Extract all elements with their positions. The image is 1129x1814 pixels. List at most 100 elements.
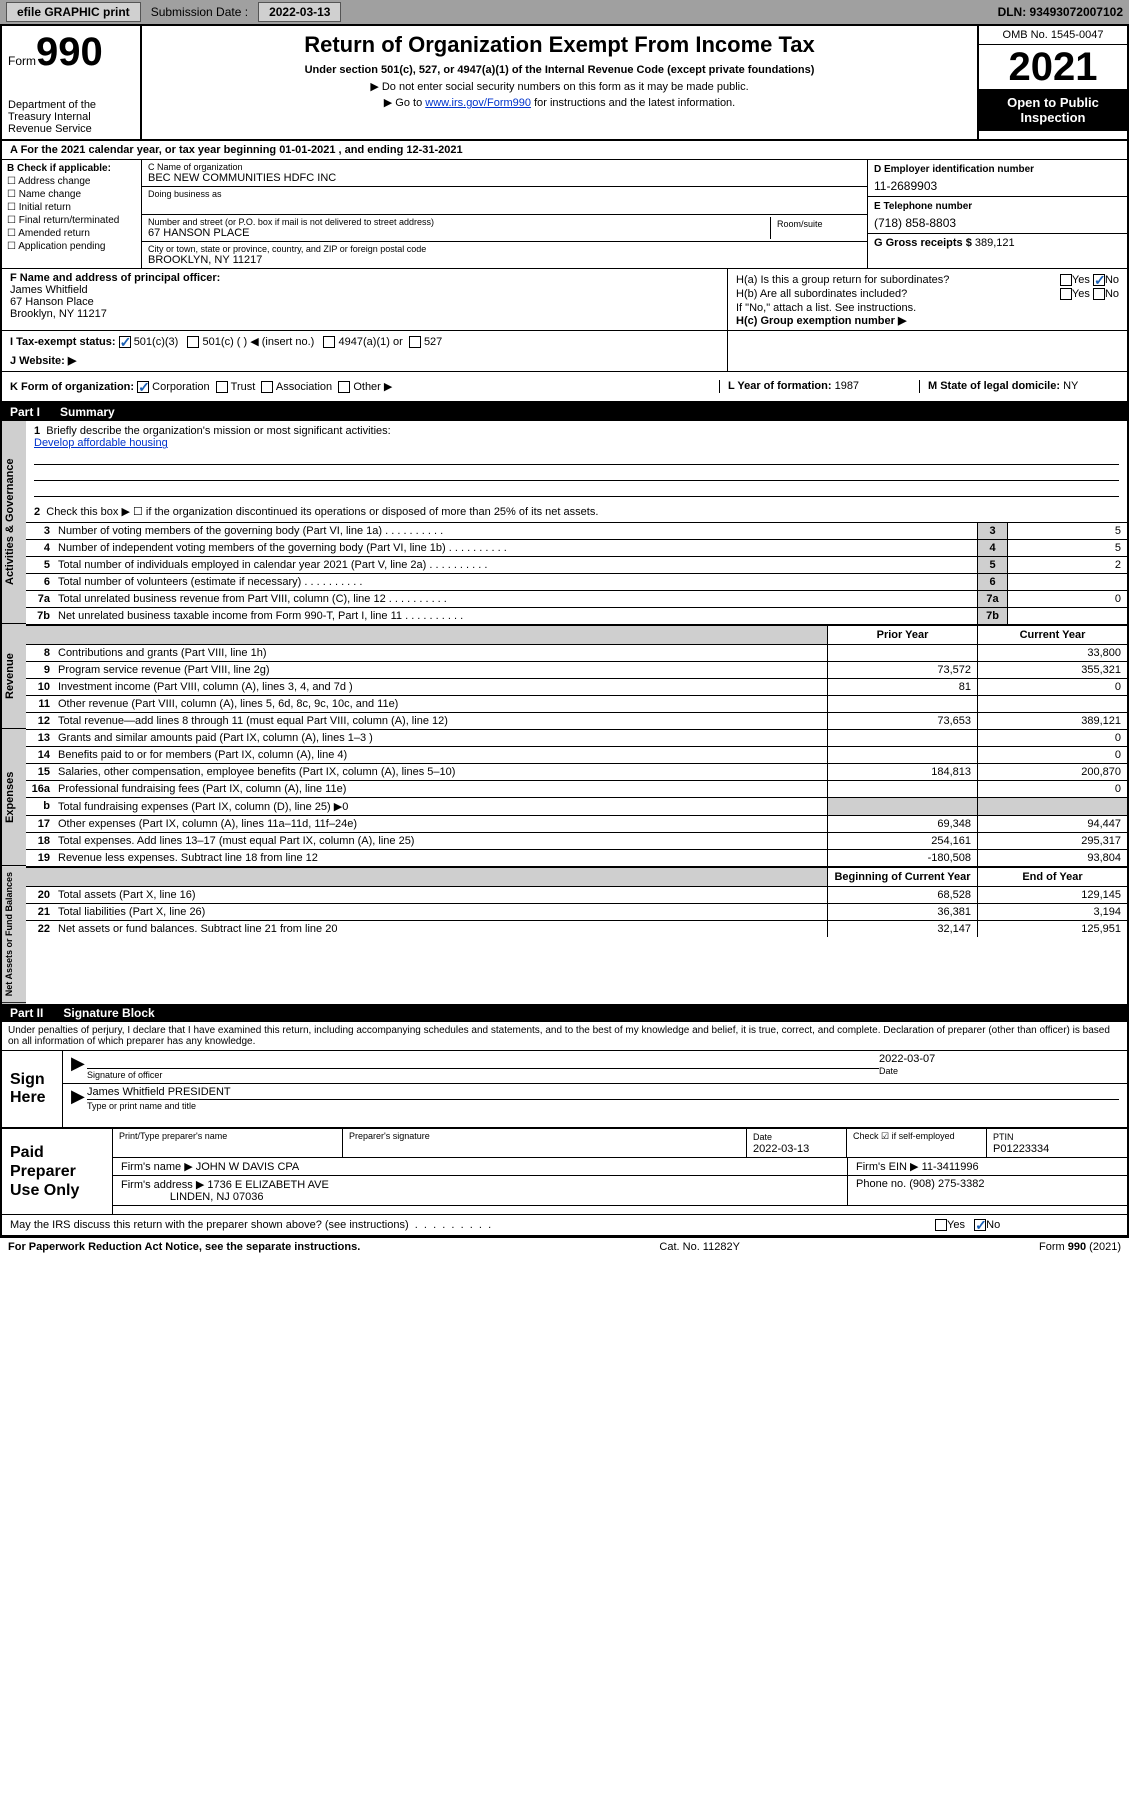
paid-preparer-block: Paid Preparer Use Only Print/Type prepar… [2,1127,1127,1215]
sig-date: 2022-03-07 [879,1053,1119,1065]
row-i-j: I Tax-exempt status: 501(c)(3) 501(c) ( … [2,331,1127,372]
ck-hb-yes[interactable] [1060,288,1072,300]
page-footer: For Paperwork Reduction Act Notice, see … [0,1237,1129,1256]
exp-line-15: 15 Salaries, other compensation, employe… [26,763,1127,780]
room-suite-label: Room/suite [771,217,861,239]
city-label: City or town, state or province, country… [148,244,861,254]
officer-name: James Whitfield [10,284,88,296]
submission-label: Submission Date : [151,5,248,19]
ck-ha-no[interactable] [1093,274,1105,286]
col-beg-year: Beginning of Current Year [827,868,977,886]
footer-mid: Cat. No. 11282Y [659,1241,740,1253]
net-line-21: 21 Total liabilities (Part X, line 26) 3… [26,903,1127,920]
col-h-group: H(a) Is this a group return for subordin… [727,269,1127,330]
sig-date-label: Date [879,1066,898,1076]
org-name: BEC NEW COMMUNITIES HDFC INC [148,172,336,184]
exp-line-19: 19 Revenue less expenses. Subtract line … [26,849,1127,866]
footer-right: Form 990 (2021) [1039,1241,1121,1253]
row-a-tax-year: A For the 2021 calendar year, or tax yea… [2,141,1127,160]
ck-initial-return[interactable]: ☐ Initial return [7,202,136,213]
exp-line-14: 14 Benefits paid to or for members (Part… [26,746,1127,763]
block-b-through-g: B Check if applicable: ☐ Address change … [2,160,1127,269]
print-name-label: Type or print name and title [87,1101,196,1111]
sign-here-block: Sign Here ▶ Signature of officer 2022-03… [2,1051,1127,1127]
dln-label: DLN: 93493072007102 [998,5,1123,19]
gov-line-6: 6 Total number of volunteers (estimate i… [26,573,1127,590]
ck-trust[interactable] [216,381,228,393]
ptin-value: P01223334 [993,1143,1049,1155]
department-label: Department of the Treasury Internal Reve… [8,99,134,135]
net-line-20: 20 Total assets (Part X, line 16) 68,528… [26,886,1127,903]
ck-other[interactable] [338,381,350,393]
ck-assoc[interactable] [261,381,273,393]
ck-4947[interactable] [323,336,335,348]
col-end-year: End of Year [977,868,1127,886]
top-toolbar: efile GRAPHIC print Submission Date : 20… [0,0,1129,24]
firm-phone: (908) 275-3382 [909,1178,984,1190]
efile-button[interactable]: efile GRAPHIC print [6,2,141,22]
h-c: H(c) Group exemption number ▶ [736,314,1119,327]
ck-corp[interactable] [137,381,149,393]
ck-527[interactable] [409,336,421,348]
net-line-22: 22 Net assets or fund balances. Subtract… [26,920,1127,937]
tax-year: 2021 [979,45,1127,89]
exp-line-17: 17 Other expenses (Part IX, column (A), … [26,815,1127,832]
form-note-1: ▶ Do not enter social security numbers o… [150,80,969,93]
section-revenue: Revenue Prior YearCurrent Year 8 Contrib… [2,624,1127,729]
rev-line-9: 9 Program service revenue (Part VIII, li… [26,661,1127,678]
section-net-assets: Net Assets or Fund Balances Beginning of… [2,866,1127,1003]
gov-line-5: 5 Total number of individuals employed i… [26,556,1127,573]
part-i-header: Part ISummary [2,403,1127,421]
col-f-officer: F Name and address of principal officer:… [2,269,727,330]
dba-label: Doing business as [148,189,861,199]
form-number: 990 [36,30,103,75]
submission-date-button[interactable]: 2022-03-13 [258,2,341,22]
ein-value: 11-2689903 [874,179,1121,193]
ein-label: D Employer identification number [874,164,1034,175]
row-k-l-m: K Form of organization: Corporation Trus… [2,372,1127,403]
ck-discuss-no[interactable] [974,1219,986,1231]
ck-ha-yes[interactable] [1060,274,1072,286]
discuss-row: May the IRS discuss this return with the… [2,1214,1127,1235]
firm-addr2: LINDEN, NJ 07036 [170,1191,264,1203]
form-990: Form 990 Department of the Treasury Inte… [0,24,1129,1237]
ck-501c[interactable] [187,336,199,348]
ck-address-change[interactable]: ☐ Address change [7,176,136,187]
ck-final-return[interactable]: ☐ Final return/terminated [7,215,136,226]
signature-arrow-icon: ▶ [71,1053,87,1081]
col-c-org-info: C Name of organization BEC NEW COMMUNITI… [142,160,867,268]
rev-line-11: 11 Other revenue (Part VIII, column (A),… [26,695,1127,712]
irs-link[interactable]: www.irs.gov/Form990 [425,97,531,109]
form-word: Form [8,54,36,68]
sig-officer-label: Signature of officer [87,1070,162,1080]
h-note: If "No," attach a list. See instructions… [736,302,1119,314]
ck-amended-return[interactable]: ☐ Amended return [7,228,136,239]
form-subtitle: Under section 501(c), 527, or 4947(a)(1)… [150,64,969,76]
signature-arrow-icon-2: ▶ [71,1086,87,1112]
state-domicile: NY [1063,380,1078,392]
rev-line-10: 10 Investment income (Part VIII, column … [26,678,1127,695]
ck-501c3[interactable] [119,336,131,348]
year-formation: 1987 [835,380,859,392]
ck-application-pending[interactable]: ☐ Application pending [7,241,136,252]
firm-ein: 11-3411996 [922,1161,979,1173]
col-d-through-g: D Employer identification number 11-2689… [867,160,1127,268]
ck-name-change[interactable]: ☐ Name change [7,189,136,200]
phone-value: (718) 858-8803 [874,216,1121,230]
form-title: Return of Organization Exempt From Incom… [150,32,969,58]
rev-line-8: 8 Contributions and grants (Part VIII, l… [26,644,1127,661]
vlabel-net-assets: Net Assets or Fund Balances [2,866,26,1003]
ck-discuss-yes[interactable] [935,1219,947,1231]
prep-date: 2022-03-13 [753,1143,809,1155]
officer-print-name: James Whitfield PRESIDENT [87,1086,231,1098]
vlabel-revenue: Revenue [2,624,26,729]
officer-addr1: 67 Hanson Place [10,296,94,308]
form-header: Form 990 Department of the Treasury Inte… [2,26,1127,141]
open-inspection: Open to Public Inspection [979,89,1127,131]
mission-text: Develop affordable housing [34,437,168,449]
city-value: BROOKLYN, NY 11217 [148,254,262,266]
addr-label: Number and street (or P.O. box if mail i… [148,217,770,227]
gov-line-7a: 7a Total unrelated business revenue from… [26,590,1127,607]
form-note-2: ▶ Go to www.irs.gov/Form990 for instruct… [150,96,969,109]
ck-hb-no[interactable] [1093,288,1105,300]
